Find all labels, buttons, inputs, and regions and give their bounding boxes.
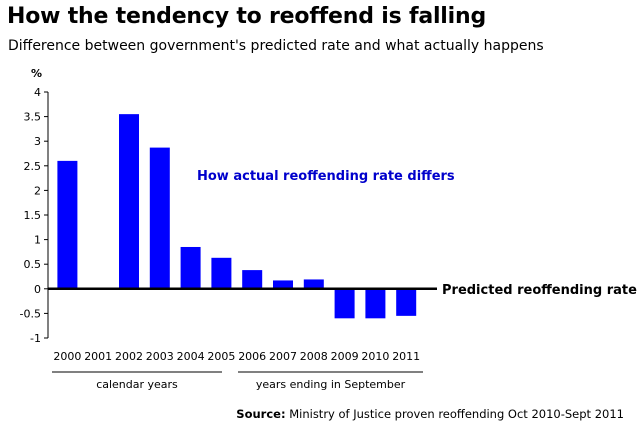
series-annotation: How actual reoffending rate differs [197, 169, 455, 184]
x-tick-label-2010: 2010 [361, 350, 389, 363]
x-tick-label-2007: 2007 [269, 350, 297, 363]
bar-2007 [273, 280, 293, 289]
source-text: Ministry of Justice proven reoffending O… [289, 407, 624, 421]
source-label: Source: [236, 407, 286, 421]
chart-title: How the tendency to reoffend is falling [7, 4, 486, 29]
y-tick-label: 1.5 [24, 209, 42, 222]
bar-2005 [211, 257, 232, 289]
x-tick-label-2009: 2009 [331, 350, 359, 363]
y-tick-label: -0.5 [20, 307, 41, 320]
x-tick-label-2002: 2002 [115, 350, 143, 363]
bar-2002 [119, 114, 139, 289]
x-tick-label-2003: 2003 [146, 350, 174, 363]
bar-2011 [396, 288, 417, 316]
x-tick-label-2001: 2001 [84, 350, 112, 363]
bar-2010 [365, 288, 386, 319]
y-tick-label: 3 [34, 135, 41, 148]
predicted-rate-label: Predicted reoffending rate [442, 283, 637, 298]
y-axis-unit-label: % [31, 67, 42, 80]
bar-2009 [334, 288, 355, 319]
source-note: Source: Ministry of Justice proven reoff… [236, 407, 624, 421]
group-label-0: calendar years [96, 378, 178, 391]
x-tick-label-2006: 2006 [238, 350, 266, 363]
bar-2000 [57, 160, 78, 289]
y-tick-label: 2.5 [24, 160, 42, 173]
bar-2008 [303, 279, 324, 289]
y-tick-label: 0 [34, 283, 41, 296]
bar-2004 [180, 246, 201, 289]
x-tick-label-2008: 2008 [300, 350, 328, 363]
y-tick-label: 0.5 [24, 258, 42, 271]
x-tick-label-2004: 2004 [177, 350, 205, 363]
y-tick-label: 3.5 [24, 111, 42, 124]
y-tick-label: 1 [34, 234, 41, 247]
x-tick-label-2005: 2005 [207, 350, 235, 363]
x-tick-label-2000: 2000 [53, 350, 81, 363]
bar-2006 [242, 270, 263, 289]
y-tick-label: -1 [30, 332, 41, 345]
group-label-1: years ending in September [256, 378, 406, 391]
x-tick-label-2011: 2011 [392, 350, 420, 363]
y-tick-label: 2 [34, 184, 41, 197]
chart-subtitle: Difference between government's predicte… [8, 38, 544, 54]
y-tick-label: 4 [34, 86, 41, 99]
bar-2003 [149, 147, 170, 289]
